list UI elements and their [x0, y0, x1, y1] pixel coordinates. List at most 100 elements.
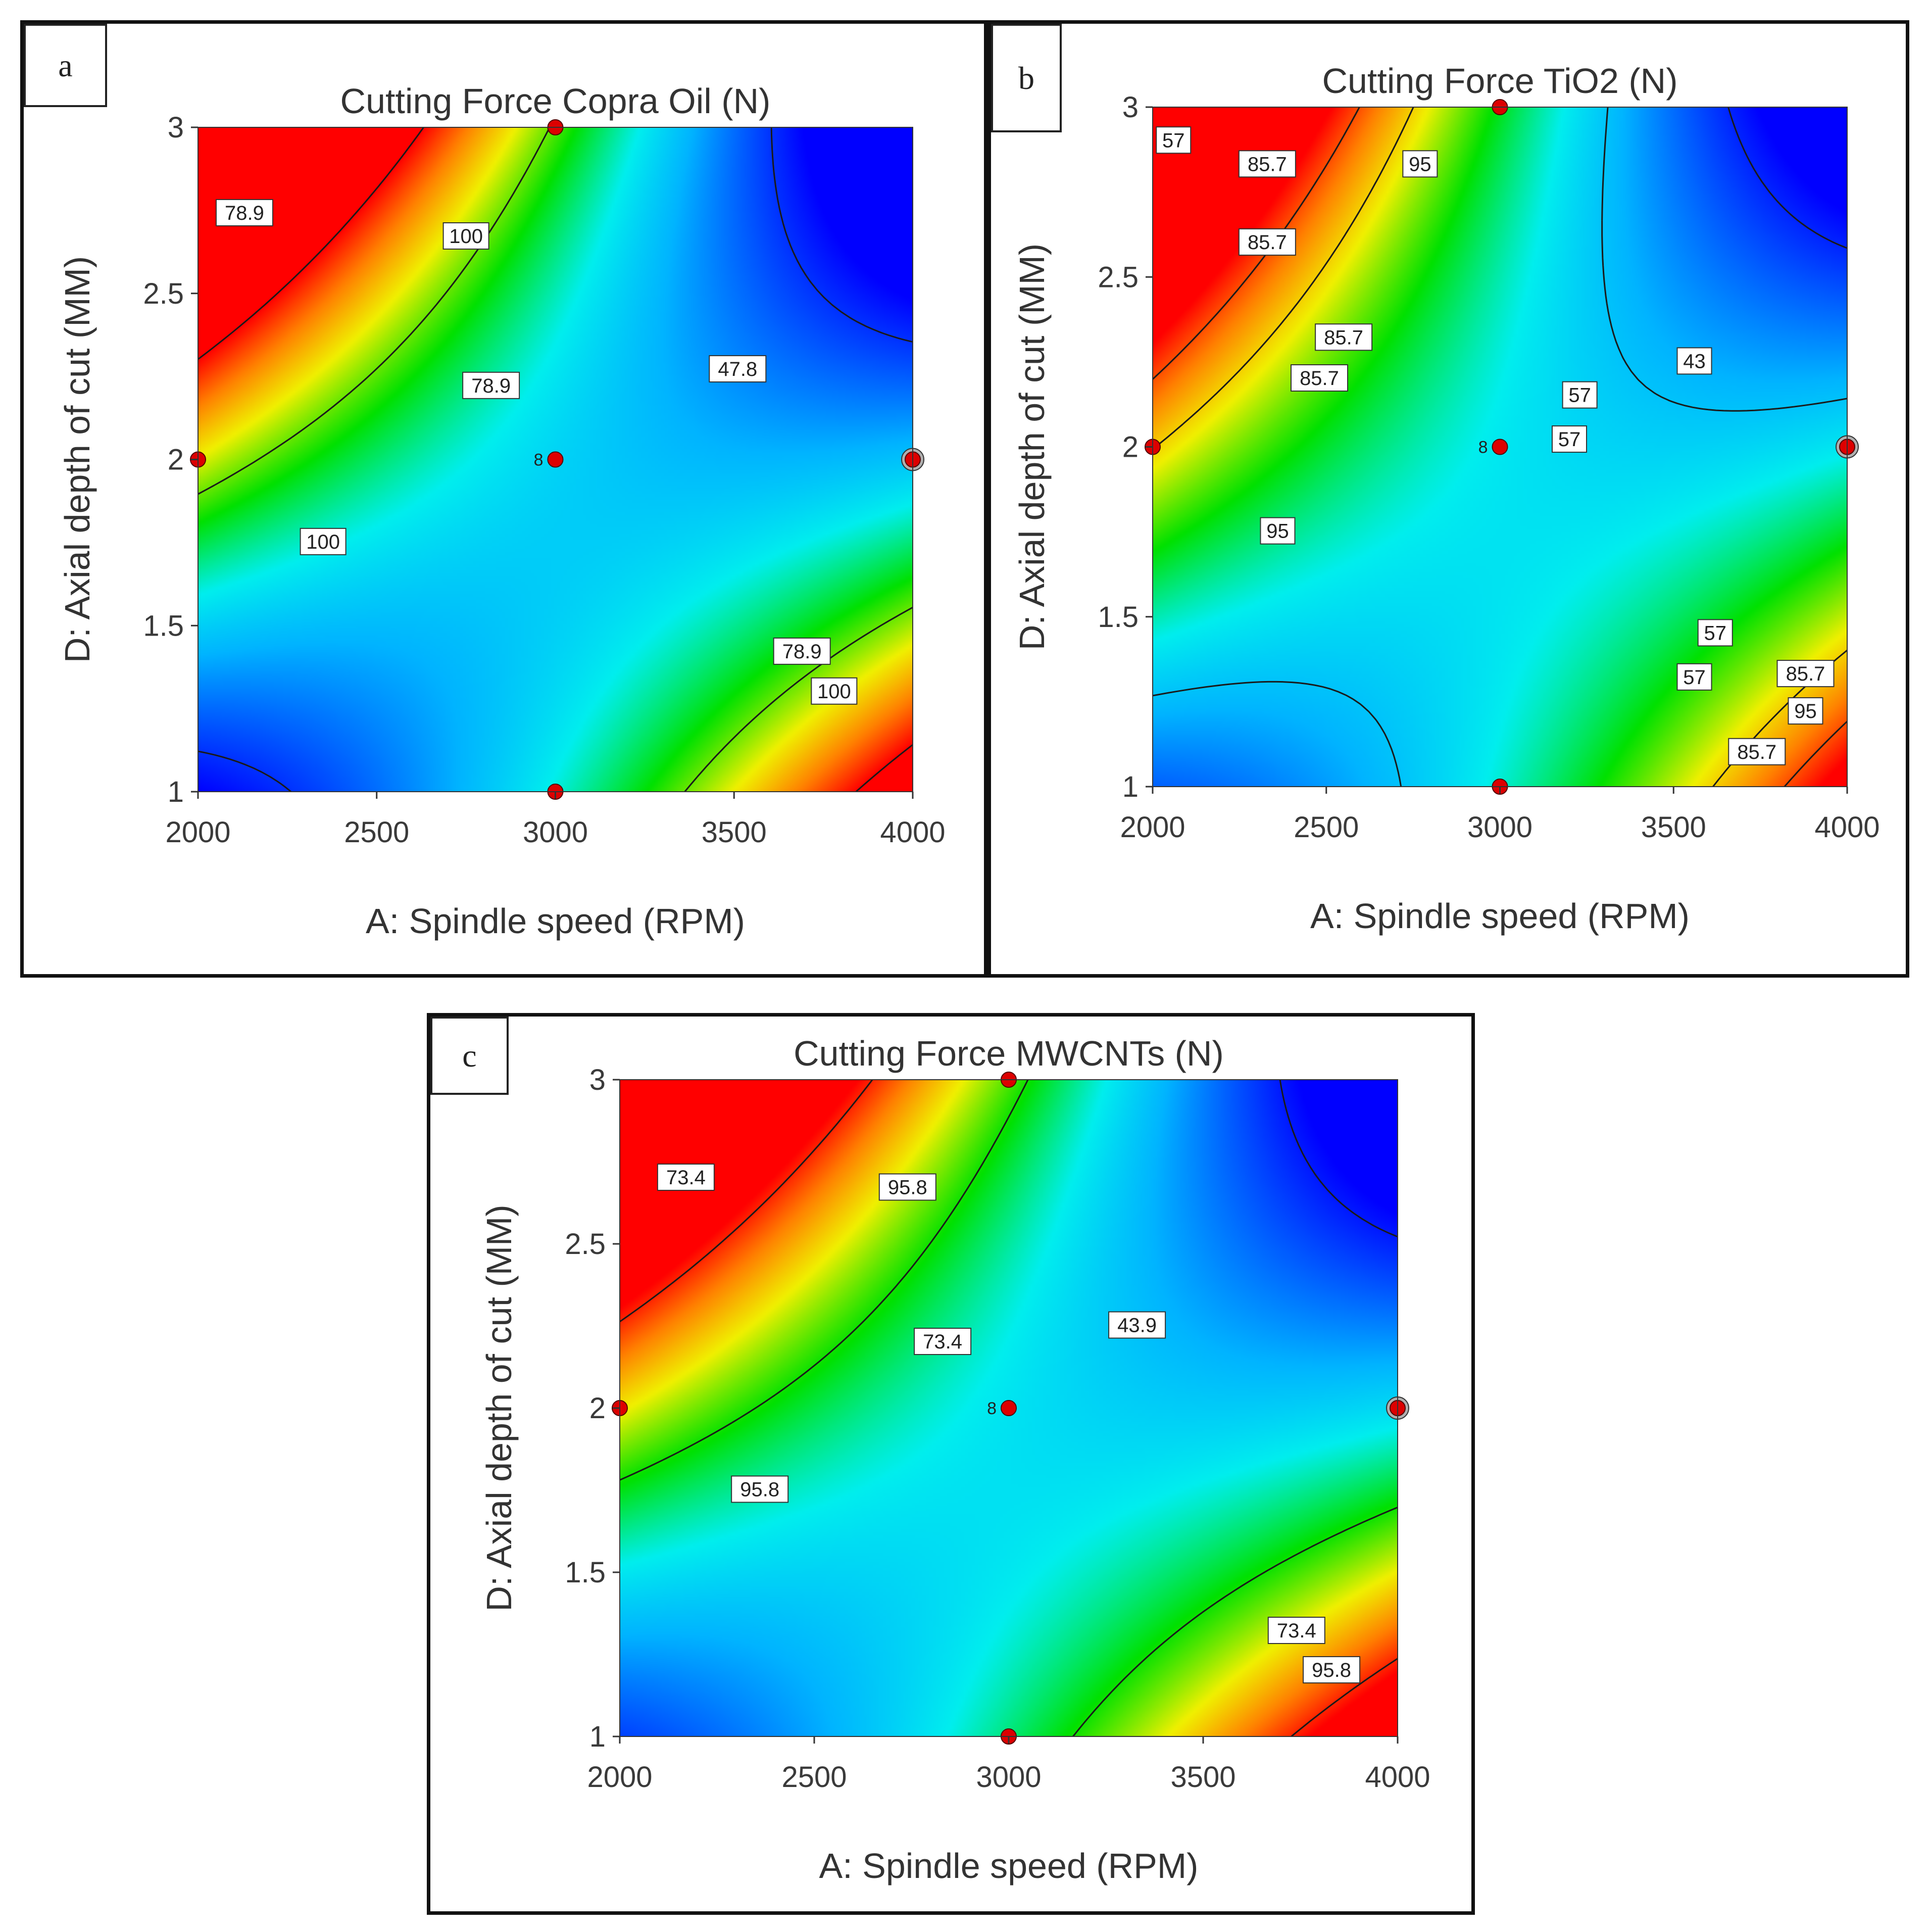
contour-label: 78.9	[215, 199, 273, 226]
y-axis-label: D: Axial depth of cut (MM)	[479, 1204, 519, 1611]
contour-label-text: 95.8	[888, 1177, 927, 1199]
contour-line-78.9	[197, 127, 913, 792]
y-tick-label: 1	[168, 776, 184, 808]
x-tick-label: 3500	[1641, 811, 1706, 844]
panel-b: 57 85.7 85.7 95 85.7 85.7 57 57 43 95 57 57 85.7 95 85…	[987, 20, 1909, 978]
contour-label: 95.8	[878, 1173, 936, 1201]
x-tick-label: 2000	[587, 1761, 652, 1794]
contour-label: 95.8	[1303, 1656, 1361, 1683]
x-tick-label: 2500	[1294, 811, 1359, 844]
contour-label-text: 57	[1683, 666, 1706, 689]
panel-letter-b: b	[991, 24, 1062, 132]
chart-title: Cutting Force Copra Oil (N)	[340, 81, 771, 121]
contour-label-text: 85.7	[1300, 367, 1339, 390]
contour-label: 100	[442, 222, 489, 250]
design-point	[1492, 439, 1508, 455]
contour-line-95.8	[619, 1079, 1398, 1737]
contour-label: 85.7	[1776, 660, 1835, 688]
contour-label: 57	[1697, 619, 1733, 647]
contour-label: 85.7	[1238, 228, 1296, 256]
contour-label: 78.9	[462, 371, 520, 399]
contour-label: 85.7	[1728, 738, 1786, 765]
y-tick-label: 1.5	[143, 609, 184, 642]
y-tick-label: 2	[1122, 431, 1139, 464]
y-axis-label: D: Axial depth of cut (MM)	[1012, 244, 1052, 650]
contour-line-73.4	[619, 1079, 1398, 1737]
contour-label-text: 43	[1683, 350, 1706, 372]
contour-label: 57	[1156, 126, 1192, 154]
contour-label: 73.4	[657, 1164, 715, 1191]
y-tick-label: 2.5	[565, 1228, 606, 1261]
contour-label: 85.7	[1315, 323, 1373, 351]
x-axis-label: A: Spindle speed (RPM)	[1310, 896, 1690, 936]
y-tick-label: 3	[589, 1064, 606, 1096]
contour-line-57	[1152, 107, 1848, 787]
y-tick-label: 1.5	[565, 1556, 606, 1589]
contour-label-text: 95	[1266, 520, 1289, 543]
y-tick-label: 1	[589, 1720, 606, 1753]
chart-b: 57 85.7 85.7 95 85.7 85.7 57 57 43 95 57 57 85.7 95 85…	[1012, 61, 1880, 936]
x-tick-label: 3000	[523, 816, 588, 849]
contour-label: 78.9	[773, 637, 831, 665]
contour-label: 43.9	[1108, 1311, 1166, 1339]
contour-label-text: 100	[306, 531, 340, 553]
panel-a: 78.9 100 78.9 47.8 100 78.9 100 8 2000 2500 3000 35…	[20, 20, 987, 978]
contour-label-text: 100	[817, 681, 851, 703]
x-tick-label: 4000	[1365, 1761, 1430, 1794]
design-point-label: 8	[1478, 438, 1488, 457]
x-tick-label: 4000	[880, 816, 945, 849]
contour-label-text: 47.8	[718, 358, 757, 380]
x-tick-label: 3000	[1467, 811, 1532, 844]
contour-label-text: 95.8	[1312, 1659, 1351, 1681]
design-point-label: 8	[987, 1399, 997, 1418]
chart-c: 73.4 95.8 73.4 43.9 95.8 73.4 95.8 8 2000 2500 300…	[479, 1034, 1430, 1886]
contour-line-43.9	[1279, 1079, 1398, 1238]
x-axis-label: A: Spindle speed (RPM)	[366, 901, 745, 941]
y-tick-label: 1	[1122, 770, 1139, 803]
design-point	[1001, 1400, 1017, 1416]
contour-label-text: 43.9	[1117, 1315, 1157, 1337]
contour-label-text: 85.7	[1786, 663, 1825, 685]
contour-label: 57	[1562, 381, 1598, 409]
contour-label-text: 73.4	[923, 1331, 962, 1353]
y-tick-label: 2	[589, 1392, 606, 1425]
chart-title: Cutting Force MWCNTs (N)	[794, 1034, 1224, 1073]
contour-label-text: 73.4	[1277, 1620, 1316, 1642]
contour-label: 100	[811, 677, 858, 705]
contour-label: 73.4	[1267, 1617, 1325, 1644]
contour-label-text: 85.7	[1737, 741, 1776, 763]
x-tick-label: 2000	[165, 816, 230, 849]
contour-label-text: 95.8	[740, 1479, 779, 1501]
x-tick-label: 2500	[781, 1761, 847, 1794]
chart-title: Cutting Force TiO2 (N)	[1322, 61, 1677, 101]
panel-letter-c: c	[430, 1017, 509, 1095]
contour-label: 47.8	[709, 355, 767, 382]
contour-label: 57	[1552, 425, 1587, 453]
contour-label-text: 73.4	[666, 1167, 706, 1189]
y-axis-label: D: Axial depth of cut (MM)	[58, 256, 97, 663]
contour-label: 85.7	[1291, 364, 1348, 392]
contour-label-text: 78.9	[782, 641, 822, 663]
chart-a: 78.9 100 78.9 47.8 100 78.9 100 8 2000 2500 3000 35…	[58, 81, 946, 941]
contour-label-text: 95	[1794, 700, 1817, 722]
y-tick-label: 2.5	[143, 277, 184, 310]
panel-letter-a: a	[24, 24, 107, 107]
contour-label-text: 85.7	[1248, 153, 1287, 175]
contour-line-43	[1727, 107, 1848, 249]
x-tick-label: 4000	[1814, 811, 1879, 844]
contour-label: 95	[1402, 150, 1438, 178]
design-point-label: 8	[534, 451, 543, 470]
y-tick-label: 3	[168, 111, 184, 144]
contour-label-text: 100	[449, 225, 483, 248]
y-tick-label: 1.5	[1098, 601, 1139, 634]
contour-label: 85.7	[1238, 150, 1296, 178]
contour-label: 95	[1788, 697, 1823, 725]
x-tick-label: 2500	[344, 816, 409, 849]
contour-label: 95	[1260, 517, 1296, 545]
x-tick-label: 3500	[1170, 1761, 1235, 1794]
contour-label: 57	[1676, 663, 1712, 691]
x-tick-label: 3500	[702, 816, 767, 849]
contour-label-text: 57	[1568, 384, 1591, 407]
contour-label-text: 57	[1704, 622, 1727, 644]
x-tick-label: 2000	[1120, 811, 1185, 844]
